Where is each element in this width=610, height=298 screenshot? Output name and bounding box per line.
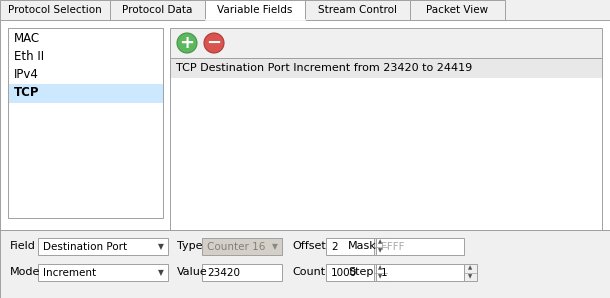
Circle shape <box>204 33 224 53</box>
Text: IPv4: IPv4 <box>14 69 39 81</box>
Text: ▼: ▼ <box>272 242 278 251</box>
Bar <box>202 264 282 281</box>
Bar <box>374 264 387 281</box>
Bar <box>326 264 374 281</box>
Text: Protocol Selection: Protocol Selection <box>8 5 102 15</box>
Text: 1000: 1000 <box>331 268 357 277</box>
Text: Count: Count <box>292 267 325 277</box>
Text: ▼: ▼ <box>158 268 164 277</box>
Bar <box>0 0 110 20</box>
Bar <box>464 264 477 281</box>
Text: Eth II: Eth II <box>14 50 44 63</box>
Bar <box>376 264 464 281</box>
Text: Destination Port: Destination Port <box>43 241 127 252</box>
Text: ▼: ▼ <box>378 248 382 253</box>
Bar <box>170 28 602 58</box>
Bar <box>0 230 610 298</box>
Bar <box>305 0 410 20</box>
Bar <box>9 84 162 102</box>
Text: Value: Value <box>177 267 208 277</box>
Text: Counter 16: Counter 16 <box>207 241 265 252</box>
Text: Type: Type <box>177 241 203 251</box>
Text: ▼: ▼ <box>158 242 164 251</box>
Bar <box>410 0 505 20</box>
Text: 1: 1 <box>381 268 387 277</box>
Text: ▲: ▲ <box>378 240 382 245</box>
Text: 23420: 23420 <box>207 268 240 277</box>
Bar <box>374 238 387 255</box>
Bar <box>171 59 601 77</box>
Bar <box>170 58 602 230</box>
Text: Mode: Mode <box>10 267 40 277</box>
Text: MAC: MAC <box>14 32 40 46</box>
Bar <box>326 238 374 255</box>
Text: 2: 2 <box>331 241 337 252</box>
Text: TCP Destination Port Increment from 23420 to 24419: TCP Destination Port Increment from 2342… <box>176 63 472 73</box>
Bar <box>38 238 168 255</box>
Text: Offset: Offset <box>292 241 326 251</box>
Text: Stream Control: Stream Control <box>318 5 397 15</box>
Text: Mask: Mask <box>348 241 377 251</box>
Text: Field: Field <box>10 241 36 251</box>
Bar <box>38 264 168 281</box>
Text: Protocol Data: Protocol Data <box>123 5 193 15</box>
Bar <box>205 0 305 20</box>
Text: +: + <box>179 34 195 52</box>
Bar <box>202 238 282 255</box>
Text: ▲: ▲ <box>378 266 382 271</box>
Text: TCP: TCP <box>14 86 40 100</box>
Bar <box>0 20 610 230</box>
Text: Variable Fields: Variable Fields <box>217 5 293 15</box>
Circle shape <box>177 33 197 53</box>
Bar <box>110 0 205 20</box>
Text: Packet View: Packet View <box>426 5 489 15</box>
Text: ▲: ▲ <box>468 266 473 271</box>
Text: Increment: Increment <box>43 268 96 277</box>
Text: −: − <box>206 34 221 52</box>
Text: ▼: ▼ <box>378 274 382 279</box>
Bar <box>376 238 464 255</box>
Text: FFFF: FFFF <box>381 241 404 252</box>
Text: ▼: ▼ <box>468 274 473 279</box>
Bar <box>8 28 163 218</box>
Text: Step: Step <box>348 267 373 277</box>
